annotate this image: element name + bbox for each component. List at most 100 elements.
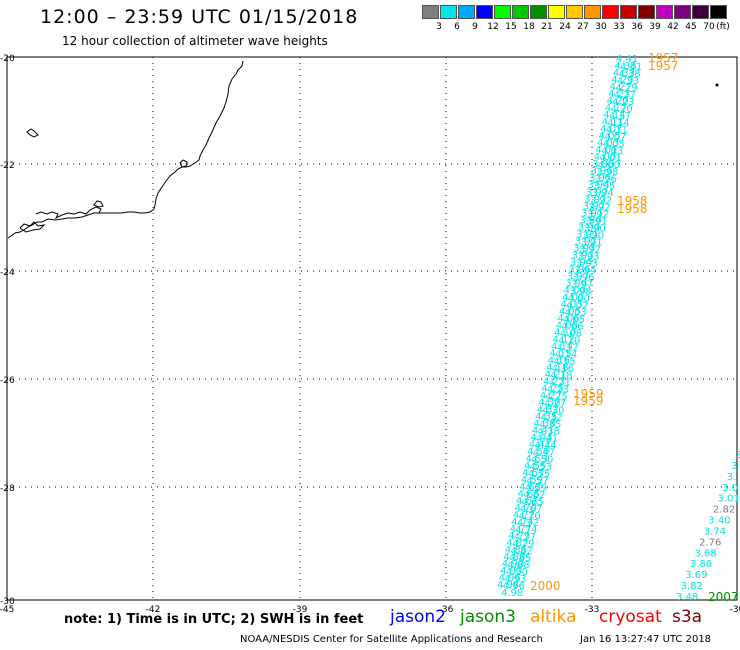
wave-height-label: 4.33 — [617, 76, 639, 87]
scale-swatch — [422, 5, 439, 19]
footer-credit: NOAA/NESDIS Center for Satellite Applica… — [240, 634, 543, 645]
wave-height-label: 4.55 — [524, 461, 546, 472]
wave-height-label: 4.27 — [540, 391, 562, 402]
wave-height-label: 3.92 — [586, 187, 608, 198]
wave-height-label: 4.41 — [532, 426, 554, 437]
wave-height-label: 4.47 — [533, 448, 555, 459]
wave-height-label: 4.88 — [503, 552, 525, 563]
scale-tick-label: 39 — [649, 22, 661, 32]
wave-height-label: 3.98 — [592, 159, 614, 170]
wave-height-label: 4.72 — [517, 518, 539, 529]
wave-height-label: 3.98 — [569, 286, 591, 297]
wave-height-label: 3.93 — [576, 258, 598, 269]
wave-height-label: 3.92 — [579, 244, 601, 255]
wave-height-label: 4.41 — [536, 434, 558, 445]
wave-height-label: 4.14 — [607, 118, 629, 129]
scale-tick-label: 42 — [667, 22, 679, 32]
wave-height-label: 4.20 — [610, 104, 632, 115]
wave-height-label: 4.07 — [604, 132, 626, 143]
pass-time-label: 1958 — [617, 194, 648, 208]
scale-swatch — [440, 5, 457, 19]
wave-height-label: 4.67 — [520, 504, 542, 515]
pass-time-label: 1959 — [573, 387, 604, 401]
wave-height-label: 4.05 — [559, 306, 581, 317]
wave-height-label: 3.90 — [584, 223, 606, 234]
wave-height-label: 4.25 — [541, 384, 563, 395]
scale-tick-label: 45 — [685, 22, 697, 32]
wave-height-label: 3.68 — [694, 548, 716, 559]
wave-height-label: 4.57 — [526, 476, 548, 487]
wave-height-label: 4.77 — [510, 524, 532, 535]
wave-height-label: 4.79 — [512, 539, 534, 550]
wave-height-label: 4.10 — [558, 336, 580, 347]
wave-height-label: 4.00 — [594, 152, 616, 163]
wave-height-label: 4.12 — [557, 343, 579, 354]
wave-height-label: 4.96 — [499, 573, 521, 584]
wave-height-label: 3.95 — [589, 173, 611, 184]
wave-height-label: 4.23 — [547, 385, 569, 396]
wave-height-label: 3.94 — [570, 257, 592, 268]
wave-height-label: 4.29 — [611, 75, 633, 86]
island-east-bay — [93, 200, 104, 208]
wave-height-label: 3.69 — [685, 570, 707, 581]
wave-height-label: 4.32 — [541, 413, 563, 424]
scale-tick-label: 36 — [631, 22, 643, 32]
wave-height-label: 4.10 — [554, 328, 576, 339]
satellite-legend-item: altika — [530, 607, 577, 627]
wave-height-label: 4.01 — [595, 145, 617, 156]
wave-height-label: 4.77 — [514, 532, 536, 543]
wave-height-label: 4.08 — [556, 321, 578, 332]
pass-time-label: 1957 — [648, 59, 679, 73]
wave-height-label: 4.30 — [542, 406, 564, 417]
scale-tick-label: 6 — [454, 22, 460, 32]
scale-swatch — [638, 5, 655, 19]
scale-swatch — [512, 5, 529, 19]
scale-tick-label: 70 — [703, 22, 715, 32]
latitude-tick-label: -26 — [0, 376, 15, 386]
wave-height-label: 4.47 — [529, 440, 551, 451]
wave-height-label: 3.97 — [567, 271, 589, 282]
wave-height-label: 3.40 — [708, 516, 730, 527]
wave-height-label: 3.94 — [591, 188, 613, 199]
wave-height-label: 4.23 — [608, 89, 630, 100]
wave-height-label: 3.94 — [574, 265, 596, 276]
map-frame — [6, 56, 738, 601]
wave-height-label: 4.11 — [606, 125, 628, 136]
scale-tick-label: 12 — [487, 22, 499, 32]
wave-height-label: 4.96 — [503, 581, 525, 592]
wave-height-label: 3.82 — [681, 581, 703, 592]
map-grid: -45 -42 -39 -36 -33 -30 -20 -22 -24 -26 -28 -30 — [0, 54, 740, 615]
wave-height-label: 4.98 — [501, 588, 523, 599]
wave-height-label: 3.88 — [690, 559, 712, 570]
wave-height-label: 3.96 — [572, 272, 594, 283]
wave-height-label: 4.17 — [605, 103, 627, 114]
scale-tick-label: 30 — [595, 22, 607, 32]
wave-height-label: 3.93 — [577, 251, 599, 262]
wave-height-label: 3.0 — [722, 483, 738, 494]
wave-height-label: 3 — [736, 450, 740, 461]
wave-height-label: 3.92 — [575, 236, 597, 247]
wave-height-label: 3.95 — [593, 181, 615, 192]
wave-height-label: 4.05 — [603, 139, 625, 150]
wave-height-label: 4.07 — [600, 124, 622, 135]
wave-height-label: 4.41 — [620, 62, 642, 73]
wave-height-label: 4.33 — [613, 68, 635, 79]
wave-height-label: 3.92 — [588, 202, 610, 213]
map-subtitle: 12 hour collection of altimeter wave hei… — [62, 34, 328, 48]
scale-swatch — [494, 5, 511, 19]
pass-time-label: 1957 — [648, 51, 679, 65]
latitude-tick-label: -20 — [0, 54, 15, 64]
wave-height-label: 4.62 — [523, 490, 545, 501]
units-note: note: 1) Time is in UTC; 2) SWH is in fe… — [64, 612, 364, 627]
wave-height-label: 4.11 — [602, 117, 624, 128]
footer-timestamp: Jan 16 13:27:47 UTC 2018 — [580, 634, 712, 645]
coastline-bay — [35, 206, 102, 220]
wave-height-label: 3.93 — [572, 250, 594, 261]
wave-height-label: 4.72 — [513, 510, 535, 521]
wave-height-label: 4.06 — [561, 321, 583, 332]
wave-height-label: 4.50 — [527, 447, 549, 458]
scale-tick-label: 3 — [436, 22, 442, 32]
wave-height-label: 4.03 — [560, 299, 582, 310]
wave-height-label: 3.96 — [568, 264, 590, 275]
wave-height-label: 4.25 — [545, 392, 567, 403]
